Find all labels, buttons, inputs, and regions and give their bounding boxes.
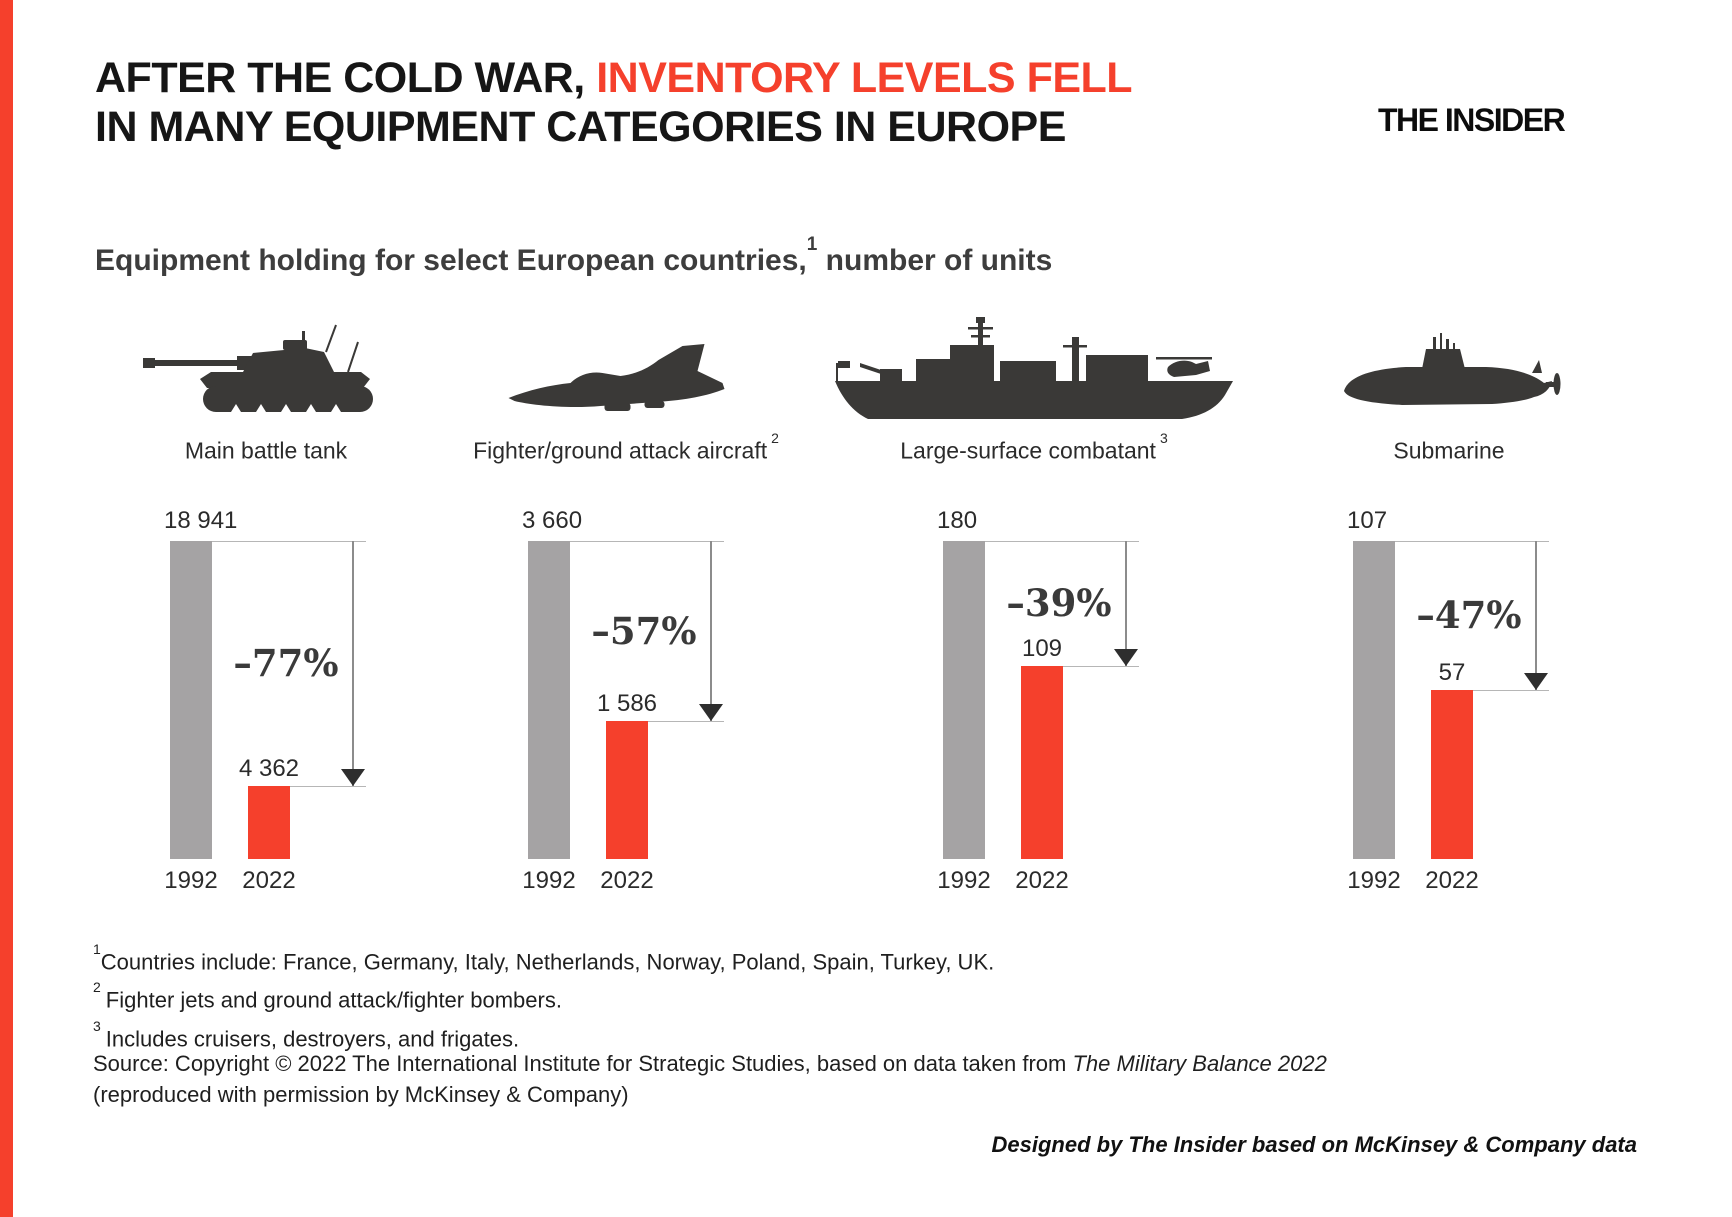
arrow-head-icon [1524, 673, 1548, 690]
left-accent-stripe [0, 0, 13, 1217]
arrow-head-icon [699, 704, 723, 721]
level-line-2022 [1063, 666, 1139, 667]
value-2022: 57 [1438, 659, 1466, 686]
equipment-label-sup: 3 [1159, 430, 1168, 446]
page-title: AFTER THE COLD WAR, INVENTORY LEVELS FEL… [95, 54, 1133, 152]
source-publication: The Military Balance 2022 [1072, 1051, 1327, 1076]
year-label-1992: 1992 [164, 867, 218, 894]
footnotes: 1Countries include: France, Germany, Ita… [93, 940, 994, 1055]
year-label-2022: 2022 [242, 867, 296, 894]
percent-change: –47% [1416, 593, 1522, 637]
level-line-2022 [1473, 690, 1549, 691]
equipment-label: Submarine [1261, 437, 1641, 465]
bar-2022 [1431, 690, 1473, 859]
equipment-label: Large-surface combatant 3 [844, 430, 1224, 465]
level-line-2022 [290, 786, 366, 787]
value-1992: 107 [1347, 507, 1388, 534]
source-note: Source: Copyright © 2022 The Internation… [93, 1048, 1343, 1110]
warship-icon [832, 317, 1236, 442]
value-1992: 3 660 [522, 507, 583, 534]
fighter-jet-icon [508, 343, 744, 428]
source-permission: (reproduced with permission by McKinsey … [93, 1082, 629, 1107]
level-line-1992 [1353, 541, 1549, 542]
chart-large-surface-combatant: Large-surface combatant 3 180 –39% 109 19… [835, 317, 1233, 905]
subtitle-superscript: 1 [806, 234, 818, 255]
level-line-1992 [943, 541, 1139, 542]
percent-change: –39% [1006, 581, 1112, 625]
title-line1-black: AFTER THE COLD WAR, [95, 54, 597, 102]
chart-subtitle: Equipment holding for select European co… [95, 234, 1053, 278]
bar-1992 [528, 541, 570, 859]
level-line-1992 [528, 541, 724, 542]
decline-arrow-line [1535, 541, 1537, 690]
bar-1992 [943, 541, 985, 859]
percent-change: –77% [233, 641, 339, 685]
bar-2022 [1021, 666, 1063, 859]
footnote-3-text: Includes cruisers, destroyers, and friga… [105, 1025, 520, 1051]
equipment-label-text: Submarine [1393, 437, 1505, 464]
value-2022: 4 362 [238, 755, 300, 782]
value-2022: 1 586 [596, 690, 658, 717]
subtitle-text: Equipment holding for select European co… [95, 244, 807, 277]
chart-main-battle-tank: Main battle tank 18 941 –77% 4 362 1992 … [143, 324, 373, 905]
level-line-1992 [170, 541, 366, 542]
equipment-label: Fighter/ground attack aircraft 2 [436, 430, 816, 465]
design-credit: Designed by The Insider based on McKinse… [991, 1132, 1637, 1157]
equipment-label-text: Large-surface combatant [900, 437, 1156, 464]
footnote-1: 1Countries include: France, Germany, Ita… [93, 940, 994, 978]
decline-arrow-line [1125, 541, 1127, 666]
value-2022: 109 [1021, 635, 1063, 662]
year-label-2022: 2022 [600, 867, 654, 894]
chart-fighter-aircraft: Fighter/ground attack aircraft 2 3 660 –5… [473, 344, 779, 905]
level-line-2022 [648, 721, 724, 722]
decline-arrow-line [352, 541, 354, 786]
title-line1-red: INVENTORY LEVELS FELL [596, 54, 1133, 102]
the-insider-logo: THE INSIDER [1378, 102, 1566, 138]
arrow-head-icon [341, 769, 365, 786]
equipment-label-text: Main battle tank [184, 437, 348, 464]
year-label-2022: 2022 [1015, 867, 1069, 894]
bar-1992 [1353, 541, 1395, 859]
equipment-label-text: Fighter/ground attack aircraft [473, 437, 768, 464]
value-1992: 180 [937, 507, 978, 534]
value-1992: 18 941 [164, 507, 238, 534]
title-line-2: IN MANY EQUIPMENT CATEGORIES IN EUROPE [95, 103, 1066, 151]
year-label-1992: 1992 [522, 867, 576, 894]
subtitle-tail: number of units [817, 244, 1053, 277]
arrow-head-icon [1114, 649, 1138, 666]
equipment-label: Main battle tank [78, 437, 458, 465]
decline-arrow-line [710, 541, 712, 721]
source-text: Source: Copyright © 2022 The Internation… [93, 1051, 1073, 1076]
submarine-icon [1336, 333, 1566, 433]
bar-2022 [606, 721, 648, 859]
footnote-3: 3Includes cruisers, destroyers, and frig… [93, 1017, 994, 1055]
footnote-2: 2Fighter jets and ground attack/fighter … [93, 978, 994, 1016]
title-line-1: AFTER THE COLD WAR, INVENTORY LEVELS FEL… [95, 54, 1133, 103]
footnote-2-sup: 2 [93, 979, 101, 996]
footnote-1-sup: 1 [93, 941, 101, 957]
tank-icon [143, 320, 393, 425]
footnote-1-text: Countries include: France, Germany, Ital… [100, 949, 995, 975]
year-label-1992: 1992 [1347, 867, 1401, 894]
year-label-2022: 2022 [1425, 867, 1479, 894]
year-label-1992: 1992 [937, 867, 991, 894]
equipment-label-sup: 2 [771, 430, 779, 446]
bar-2022 [248, 786, 290, 859]
footnote-3-sup: 3 [93, 1017, 101, 1034]
bar-1992 [170, 541, 212, 859]
chart-submarine: Submarine 107 –47% 57 1992 2022 [1344, 333, 1561, 905]
footnote-2-text: Fighter jets and ground attack/fighter b… [105, 987, 562, 1013]
percent-change: –57% [591, 609, 697, 653]
